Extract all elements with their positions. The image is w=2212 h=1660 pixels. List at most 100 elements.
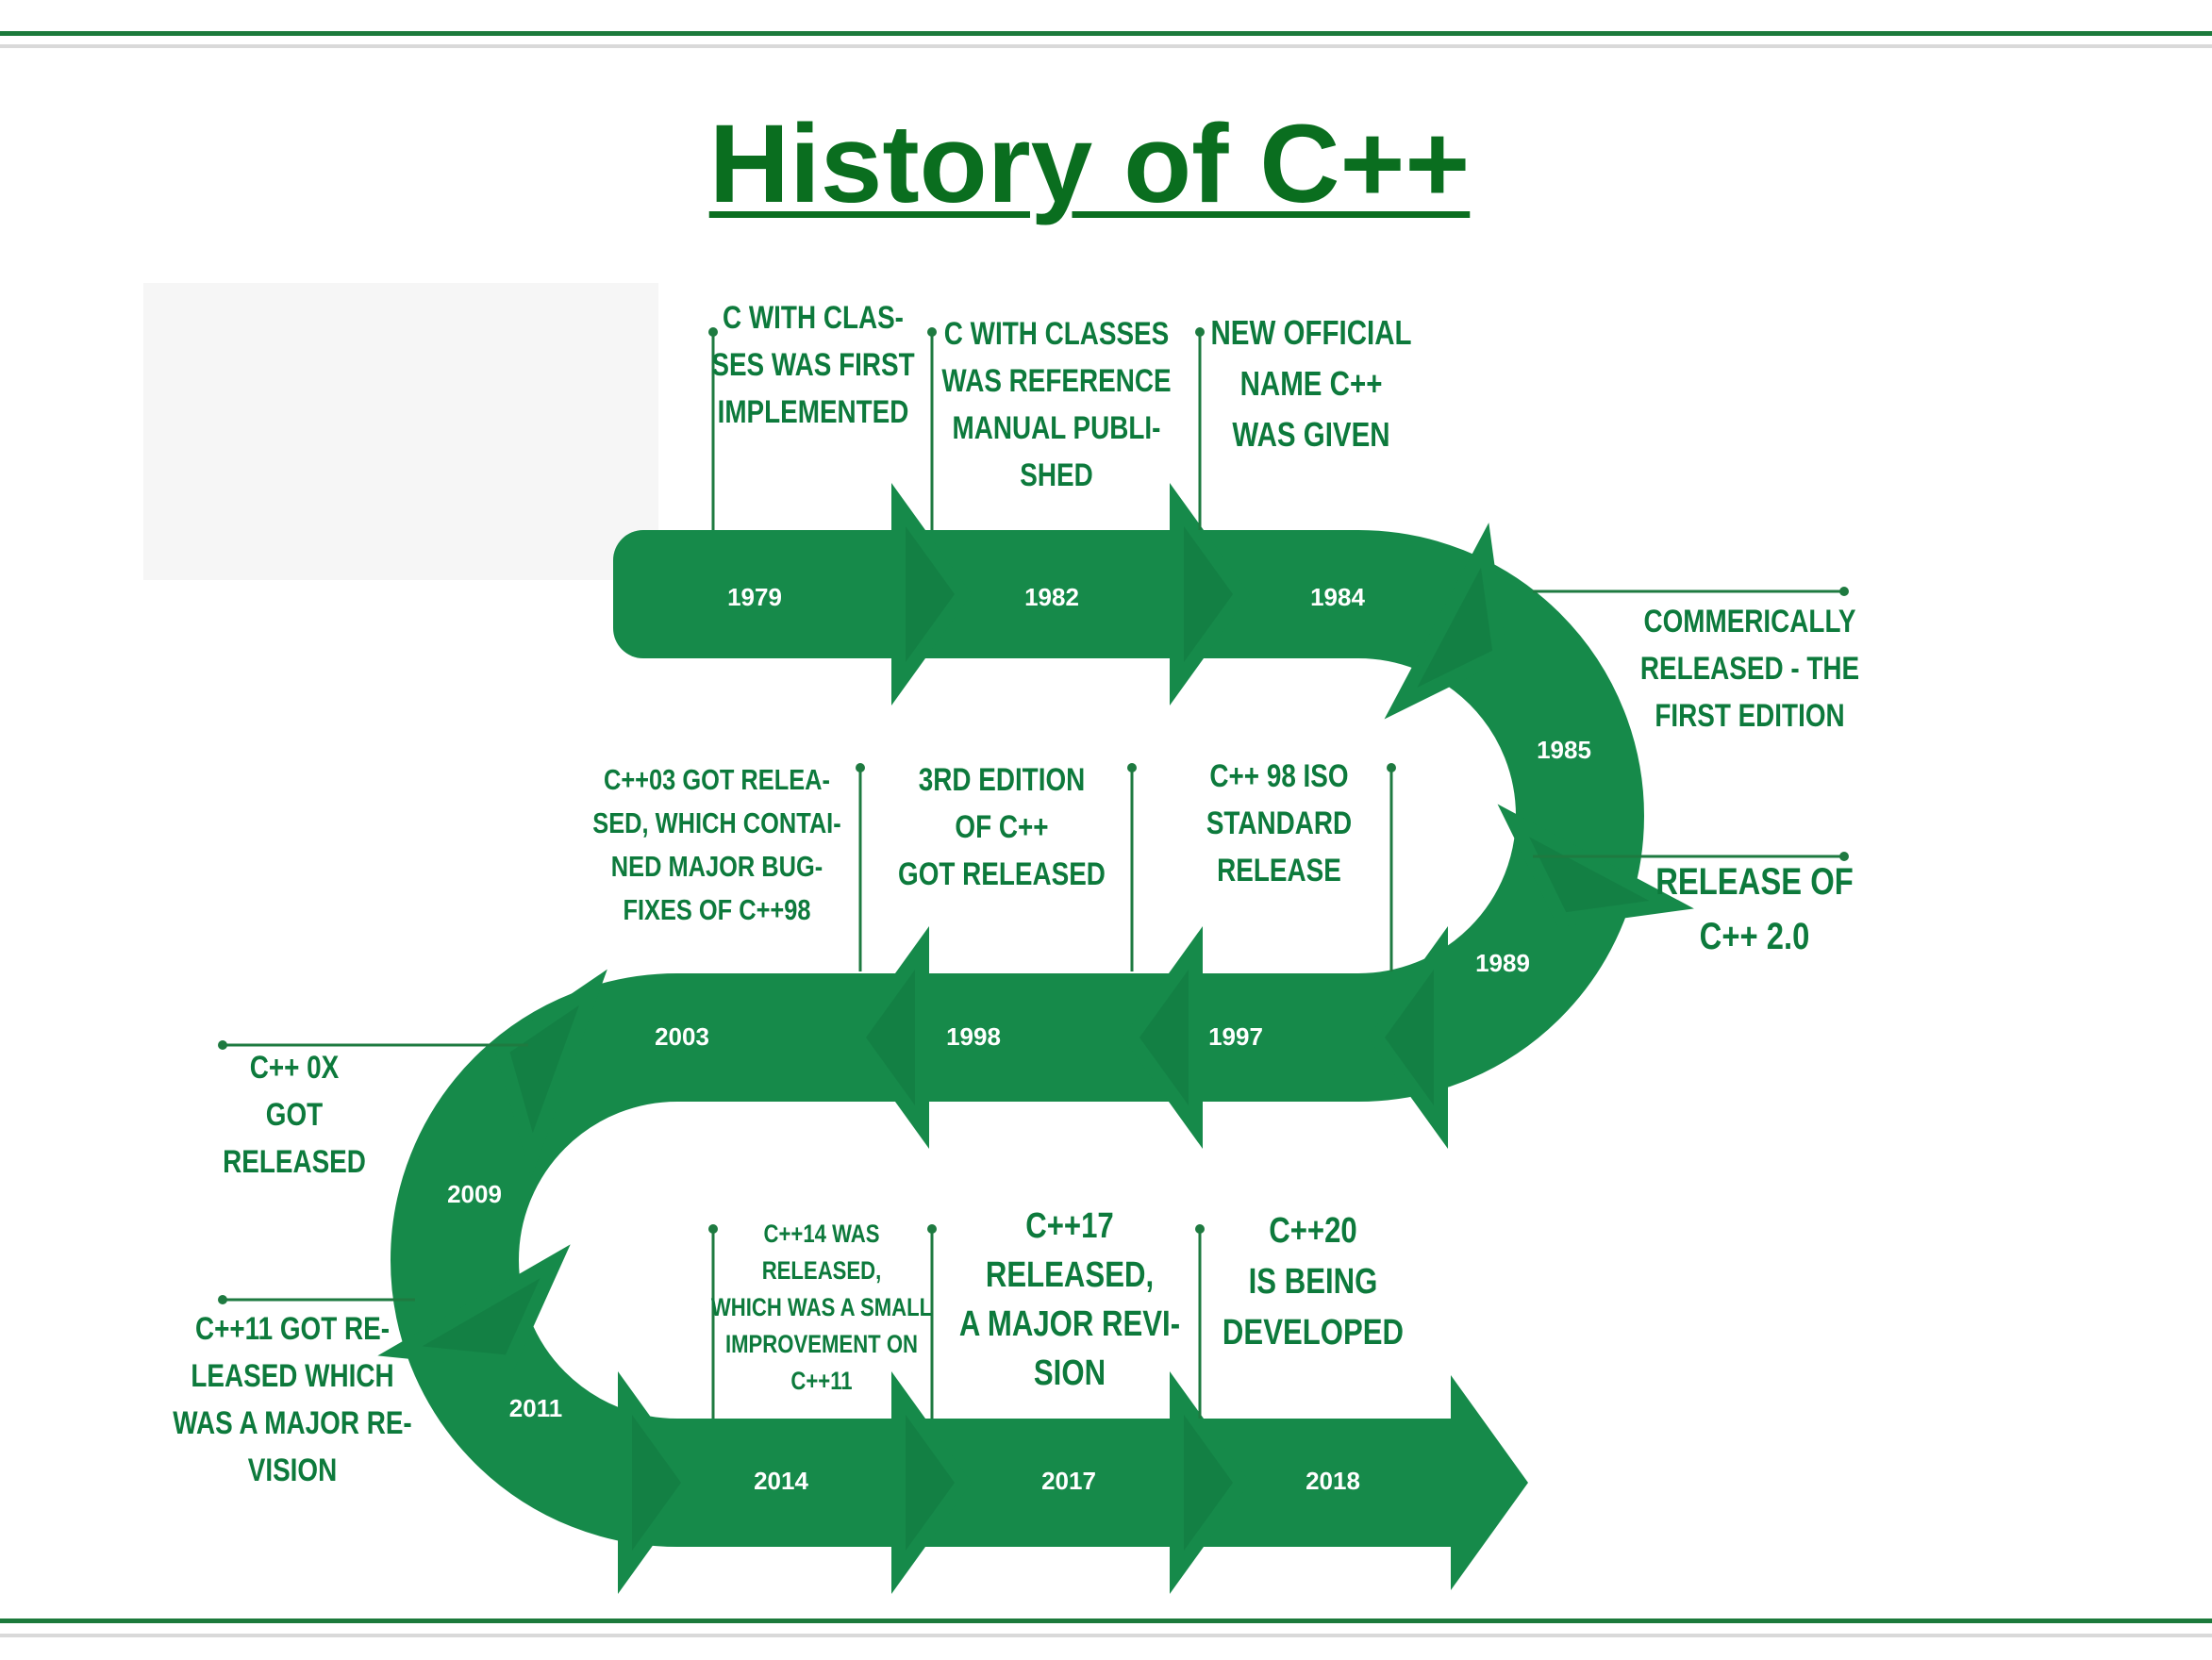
caption-line: GOT (266, 1096, 323, 1132)
leader-line (927, 1224, 937, 1419)
leader-line (1533, 852, 1849, 861)
top-rule (0, 31, 2212, 36)
caption-line: C++14 WAS (764, 1220, 880, 1249)
caption-line: RELEASED, (986, 1255, 1154, 1295)
caption-line: FIRST EDITION (1655, 697, 1844, 733)
year-label-1985: 1985 (1537, 736, 1591, 764)
year-label-2018: 2018 (1306, 1467, 1360, 1495)
caption-line: C++11 (790, 1368, 852, 1396)
event-caption-2011: C++11 GOT RE- LEASED WHICH WAS A MAJOR RE-… (173, 1310, 411, 1487)
bottom-rule-shadow (0, 1634, 2212, 1637)
caption-line: A MAJOR REVI- (959, 1304, 1180, 1344)
leader-line (1533, 587, 1849, 596)
ribbon-end-arrowhead (1451, 1375, 1528, 1590)
bottom-rule (0, 1618, 2212, 1623)
chevron-arrow-icon (891, 1371, 972, 1594)
caption-line: OF C++ (955, 808, 1048, 844)
caption-line: 3RD EDITION (919, 761, 1086, 797)
caption-line: COMMERICALLY (1643, 603, 1855, 639)
caption-line: IMPROVEMENT ON (725, 1331, 918, 1359)
year-label-1997: 1997 (1208, 1022, 1263, 1051)
caption-line: C++11 GOT RE- (195, 1310, 390, 1346)
event-caption-2014: C++14 WAS RELEASED, WHICH WAS A SMALL IMPRO… (711, 1220, 932, 1396)
caption-line: MANUAL PUBLI- (953, 409, 1161, 445)
year-label-1989: 1989 (1475, 949, 1530, 977)
leader-line (927, 327, 937, 530)
event-caption-1979: C WITH CLAS- SES WAS FIRST IMPLEMENTED (711, 299, 914, 429)
timeline-ribbon (391, 530, 1644, 1547)
caption-line: WAS A MAJOR RE- (173, 1404, 411, 1440)
leader-line (856, 763, 865, 971)
caption-line: SHED (1020, 456, 1092, 492)
year-label-1984: 1984 (1310, 583, 1365, 611)
caption-line: RELEASE (1217, 852, 1341, 888)
caption-line: RELEASE OF (1655, 860, 1853, 903)
event-caption-2003: C++03 GOT RELEA- SED, WHICH CONTAI- NED MA… (592, 764, 840, 927)
event-caption-1998: 3RD EDITION OF C++ GOT RELEASED (898, 761, 1106, 891)
caption-line: WAS REFERENCE (941, 362, 1171, 398)
year-label-2003: 2003 (655, 1022, 709, 1051)
caption-line: C++17 (1025, 1206, 1114, 1246)
chevron-arrow-icon (1368, 926, 1448, 1149)
caption-line: C++ 2.0 (1700, 915, 1810, 957)
top-rule-shadow (0, 44, 2212, 48)
leader-line (1387, 763, 1396, 971)
leader-line (708, 327, 718, 530)
caption-line: IS BEING (1249, 1262, 1378, 1302)
chevron-arrow-icon (1170, 1371, 1250, 1594)
leader-line (218, 1295, 415, 1304)
caption-line: SION (1034, 1353, 1106, 1393)
year-label-2009: 2009 (447, 1180, 502, 1208)
caption-line: VISION (248, 1452, 337, 1487)
event-caption-2017: C++17 RELEASED, A MAJOR REVI- SION (959, 1206, 1180, 1393)
caption-line: C WITH CLAS- (723, 299, 904, 335)
event-caption-2009: C++ 0X GOT RELEASED (223, 1049, 366, 1179)
ribbon-start-cap (613, 530, 717, 658)
chevron-arrow-icon (1384, 523, 1507, 720)
event-caption-1984: NEW OFFICIAL NAME C++ WAS GIVEN (1210, 313, 1411, 453)
caption-line: WAS GIVEN (1232, 415, 1389, 453)
event-caption-2018: C++20 IS BEING DEVELOPED (1222, 1211, 1404, 1353)
leader-line (218, 1040, 528, 1050)
caption-line: NAME C++ (1240, 364, 1383, 402)
page-title: History of C++ (708, 102, 1471, 226)
caption-line: SED, WHICH CONTAI- (592, 807, 840, 840)
event-caption-1982: C WITH CLASSES WAS REFERENCE MANUAL PUBLI-… (941, 315, 1171, 492)
chevron-arrow-icon (377, 1244, 571, 1370)
year-label-2017: 2017 (1041, 1467, 1096, 1495)
image-placeholder (143, 283, 658, 580)
event-caption-1985: COMMERICALLY RELEASED - THE FIRST EDITION (1640, 603, 1859, 733)
leader-line (1195, 327, 1205, 530)
caption-line: NEW OFFICIAL (1210, 313, 1411, 351)
year-label-2014: 2014 (754, 1467, 808, 1495)
chevron-arrow-icon (493, 969, 607, 1179)
caption-line: RELEASED (223, 1143, 366, 1179)
chevron-arrow-icon (891, 483, 972, 706)
caption-line: SES WAS FIRST (711, 346, 914, 382)
year-label-1998: 1998 (946, 1022, 1001, 1051)
chevron-arrow-icon (1123, 926, 1203, 1149)
event-caption-1989: RELEASE OF C++ 2.0 (1655, 860, 1853, 957)
chevron-arrow-icon (1170, 483, 1250, 706)
caption-line: STANDARD (1206, 805, 1352, 840)
chevron-arrow-icon (849, 926, 929, 1149)
caption-line: NED MAJOR BUG- (611, 851, 823, 884)
leader-line (1127, 763, 1137, 971)
caption-line: GOT RELEASED (898, 855, 1106, 891)
caption-line: C++03 GOT RELEA- (604, 764, 830, 797)
caption-line: FIXES OF C++98 (623, 894, 810, 927)
leader-line (708, 1224, 718, 1419)
caption-line: RELEASED - THE (1640, 650, 1859, 686)
year-label-1982: 1982 (1024, 583, 1079, 611)
caption-line: LEASED WHICH (191, 1357, 393, 1393)
caption-line: C++20 (1269, 1211, 1357, 1251)
caption-line: IMPLEMENTED (718, 393, 909, 429)
caption-line: WHICH WAS A SMALL (711, 1294, 932, 1322)
event-caption-1997: C++ 98 ISO STANDARD RELEASE (1206, 757, 1352, 888)
caption-line: DEVELOPED (1222, 1313, 1404, 1353)
chevron-arrow-icon (618, 1371, 698, 1594)
caption-line: RELEASED, (762, 1257, 882, 1286)
leader-line (1195, 1224, 1205, 1419)
caption-line: C++ 0X (250, 1049, 340, 1085)
